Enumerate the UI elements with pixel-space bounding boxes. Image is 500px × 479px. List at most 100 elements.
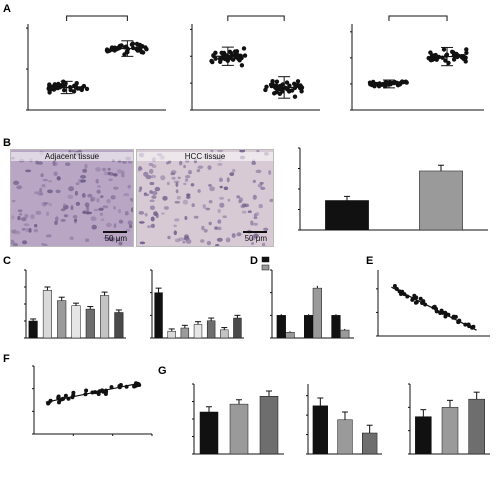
cell-nucleus — [127, 184, 131, 189]
cell-nucleus — [183, 164, 186, 169]
cell-nucleus — [47, 189, 53, 194]
bar — [340, 329, 350, 339]
cell-nucleus — [117, 169, 122, 174]
cell-nucleus — [188, 170, 192, 175]
panel-label-c: C — [3, 255, 11, 267]
cell-nucleus — [45, 234, 52, 238]
ihc-adjacent-scale-label: 50 μm — [104, 234, 127, 243]
regression-line — [391, 286, 477, 331]
cell-nucleus — [46, 211, 50, 217]
data-point — [451, 57, 457, 62]
bar — [199, 411, 219, 455]
cell-nucleus — [185, 195, 191, 199]
data-point — [227, 49, 233, 54]
bar — [193, 324, 203, 339]
chart-g3 — [408, 383, 490, 455]
cell-nucleus — [107, 172, 111, 175]
data-point — [122, 52, 127, 57]
data-point — [81, 83, 87, 89]
data-point — [241, 46, 247, 51]
cell-nucleus — [175, 182, 179, 187]
cell-nucleus — [96, 197, 100, 203]
cell-nucleus — [197, 165, 204, 169]
cell-nucleus — [209, 186, 215, 192]
cell-nucleus — [253, 222, 258, 226]
cell-nucleus — [143, 193, 150, 197]
cell-nucleus — [268, 170, 272, 175]
cell-nucleus — [247, 210, 252, 213]
ihc-adjacent-image: Adjacent tissue 50 μm — [10, 149, 134, 247]
cell-nucleus — [202, 204, 207, 209]
panel-label-f: F — [3, 353, 10, 365]
cell-nucleus — [150, 216, 155, 222]
cell-nucleus — [253, 233, 259, 239]
cell-nucleus — [24, 213, 29, 219]
significance-bracket — [227, 15, 285, 21]
cell-nucleus — [110, 237, 115, 242]
cell-nucleus — [28, 228, 32, 233]
cell-nucleus — [75, 201, 81, 206]
cell-nucleus — [127, 160, 133, 164]
cell-nucleus — [205, 207, 211, 211]
cell-nucleus — [149, 199, 155, 203]
data-point — [443, 58, 448, 63]
cell-nucleus — [216, 237, 223, 242]
cell-nucleus — [96, 189, 101, 194]
cell-nucleus — [152, 190, 158, 196]
cell-nucleus — [252, 179, 256, 183]
cell-nucleus — [82, 210, 87, 213]
cell-nucleus — [118, 219, 124, 224]
cell-nucleus — [215, 244, 220, 246]
data-point — [292, 94, 298, 99]
bar — [180, 327, 190, 339]
cell-nucleus — [151, 164, 157, 168]
cell-nucleus — [37, 161, 43, 165]
data-point — [456, 53, 461, 58]
cell-nucleus — [91, 224, 97, 230]
data-point — [295, 79, 301, 84]
cell-nucleus — [16, 185, 23, 190]
cell-nucleus — [39, 187, 43, 193]
cell-nucleus — [219, 185, 223, 189]
data-point — [279, 83, 284, 88]
regression-line — [45, 382, 141, 403]
cell-nucleus — [214, 226, 218, 230]
cell-nucleus — [35, 160, 39, 165]
cell-nucleus — [103, 237, 109, 240]
cell-nucleus — [17, 215, 21, 221]
cell-nucleus — [166, 181, 170, 186]
cell-nucleus — [53, 171, 58, 177]
data-point — [444, 53, 449, 58]
data-point — [71, 89, 77, 94]
chart-b — [298, 147, 488, 231]
cell-nucleus — [23, 223, 30, 227]
data-point — [432, 56, 437, 62]
chart-f — [32, 365, 153, 436]
chart-a1 — [26, 15, 166, 111]
cell-nucleus — [138, 211, 145, 215]
cell-nucleus — [208, 200, 213, 204]
cell-nucleus — [174, 200, 181, 204]
cell-nucleus — [151, 195, 157, 199]
cell-nucleus — [17, 209, 23, 213]
bar — [220, 329, 229, 339]
data-point — [210, 59, 215, 65]
cell-nucleus — [170, 170, 177, 175]
data-point — [61, 88, 67, 93]
cell-nucleus — [138, 221, 145, 224]
cell-nucleus — [150, 174, 156, 179]
cell-nucleus — [139, 186, 143, 191]
charts-layer — [24, 15, 490, 455]
cell-nucleus — [43, 243, 48, 246]
cell-nucleus — [101, 218, 105, 221]
cell-nucleus — [74, 218, 78, 222]
panel-label-g: G — [158, 365, 167, 377]
significance-bracket — [388, 15, 448, 21]
bar — [42, 290, 52, 339]
cell-nucleus — [84, 238, 90, 242]
data-point — [286, 88, 292, 93]
chart-g2 — [306, 384, 382, 455]
cell-nucleus — [253, 216, 258, 220]
cell-nucleus — [217, 226, 222, 231]
data-point — [84, 86, 90, 92]
